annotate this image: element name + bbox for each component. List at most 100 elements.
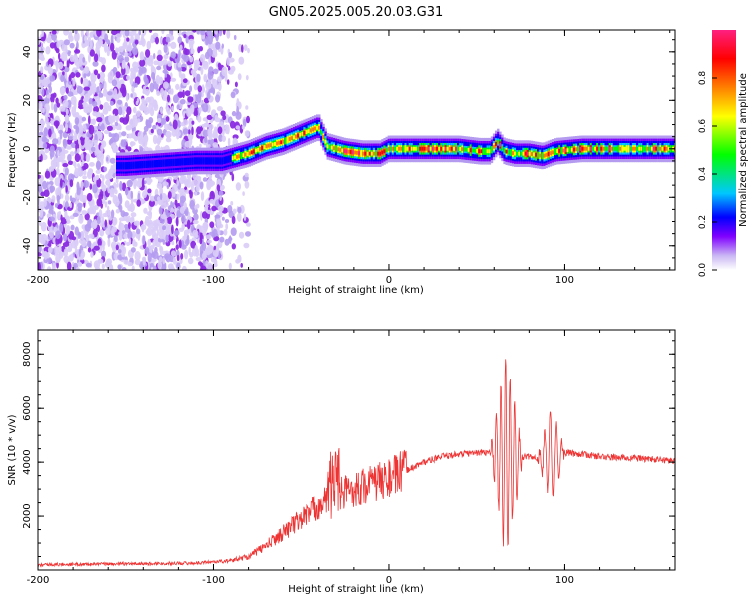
spectrogram-cell — [72, 77, 76, 87]
spectrogram-cell — [176, 262, 181, 270]
spectrogram-cell — [199, 237, 203, 245]
spectrogram-ridge-cell — [368, 151, 372, 156]
spectrogram-ridge-cell — [524, 151, 527, 156]
spectrogram-cell — [201, 61, 208, 67]
spectrogram-ridge-cell — [164, 161, 167, 165]
spectrogram-cell — [88, 124, 95, 135]
spectrogram-cell — [192, 229, 199, 238]
spectrogram-ridge-cell — [511, 151, 515, 155]
spectrogram-cell — [201, 123, 205, 128]
spectrogram-cell — [96, 198, 103, 207]
spectrogram-cell — [194, 191, 198, 196]
spectrogram-cell — [216, 184, 221, 192]
spectrogram-cell — [68, 136, 74, 141]
spectrogram-cell — [54, 177, 60, 187]
spectrogram-cell — [130, 93, 133, 98]
spectrogram-cell — [188, 38, 195, 46]
spectrogram-cell — [67, 51, 71, 57]
spectrogram-cell — [217, 126, 223, 135]
spectrogram-cell — [74, 30, 78, 35]
spectrogram-cell — [101, 30, 105, 38]
spectrogram-ridge-cell — [568, 148, 572, 152]
spectrogram-cell — [102, 107, 109, 115]
spectrogram-ridge-cell — [581, 146, 584, 151]
spectrogram-ridge-cell — [177, 160, 180, 165]
spectrogram-cell — [235, 125, 241, 130]
spectrogram-cell — [234, 81, 238, 88]
spectrogram-cell — [147, 188, 152, 194]
spectrogram-cell — [211, 205, 217, 212]
spectrogram-ridge-cell — [562, 148, 565, 153]
spectrogram-cell — [107, 91, 113, 96]
spectrogram-ridge-cell — [619, 146, 622, 151]
spectrogram-cell — [231, 215, 236, 225]
spectrogram-cell — [190, 69, 197, 75]
spectrogram-ridge-cell — [124, 163, 127, 168]
spectrogram-cell — [105, 227, 111, 236]
spectrogram-cell — [174, 113, 179, 122]
spectrogram-cell — [243, 44, 248, 51]
spectrogram-cell — [136, 228, 141, 235]
spectrogram-cell — [193, 83, 198, 91]
spectrogram-cell — [63, 30, 70, 36]
spectrogram-cell — [219, 30, 223, 37]
spectrogram-cell — [96, 125, 102, 130]
spectrogram-ridge-cell — [156, 161, 159, 166]
spectrogram-cell — [177, 61, 182, 68]
spectrogram-cell — [86, 192, 93, 202]
spectrogram-ridge-cell — [474, 148, 477, 153]
spectrogram-cell — [107, 238, 111, 248]
spectrogram-cell — [167, 216, 173, 225]
spectrogram-cell — [200, 191, 205, 202]
spectrogram-cell — [69, 42, 75, 49]
spectrogram-cell — [78, 125, 82, 131]
spectrogram-ridge-cell — [465, 147, 468, 152]
spectrogram-ridge-cell — [172, 160, 176, 165]
spectrogram-cell — [59, 124, 64, 131]
spectrogram-cell — [231, 243, 236, 250]
spectrogram-cell — [222, 114, 227, 121]
spectrogram-ridge-cell — [303, 131, 306, 135]
spectrogram-cell — [100, 182, 105, 188]
spectrogram-ridge-cell — [501, 145, 504, 150]
spectrogram-cell — [163, 43, 168, 53]
spectrogram-ridge-cell — [387, 147, 390, 151]
spectrogram-cell — [165, 36, 171, 43]
spectrogram-cell — [148, 30, 153, 33]
spectrogram-ridge-cell — [233, 155, 237, 160]
spectrogram-cell — [80, 30, 84, 38]
spectrogram-cell — [152, 124, 157, 130]
spectrogram-cell — [205, 247, 210, 253]
spectrogram-ridge-cell — [421, 146, 424, 151]
spectrogram-ridge-cell — [499, 143, 502, 147]
spectrogram-cell — [161, 263, 167, 270]
spectrogram-cell — [88, 97, 93, 105]
spectrogram-cell — [188, 190, 192, 195]
spectrogram-ridge-cell — [313, 126, 317, 131]
spectrogram-ridge-cell — [457, 146, 460, 151]
spectrogram-cell — [182, 78, 188, 84]
spectrogram-cell — [119, 180, 123, 191]
spectrogram-cell — [172, 256, 177, 265]
spectrogram-cell — [140, 102, 147, 111]
spectrogram-ridge-cell — [153, 161, 157, 166]
spectrogram-cell — [179, 187, 185, 194]
spectrogram-cell — [147, 238, 151, 247]
spectrogram-cell — [137, 233, 141, 241]
spectrogram-cell — [170, 41, 177, 50]
spectrogram-cell — [177, 91, 184, 98]
spectrogram-cell — [161, 30, 165, 35]
spectrogram-cell — [96, 216, 101, 225]
spectrogram-cell — [130, 34, 134, 44]
spectrogram-ridge-cell — [507, 150, 510, 155]
spectrogram-cell — [198, 106, 202, 114]
spectrogram-cell — [109, 187, 115, 195]
spectrogram-cell — [136, 97, 140, 103]
spectrogram-cell — [76, 85, 83, 94]
spectrogram-cell — [110, 42, 115, 52]
spectrogram-ridge-cell — [168, 160, 171, 165]
spectrogram-cell — [204, 135, 208, 144]
spectrogram-ridge-cell — [189, 159, 193, 164]
spectrogram-cell — [43, 198, 47, 208]
spectrogram-cell — [132, 239, 136, 247]
